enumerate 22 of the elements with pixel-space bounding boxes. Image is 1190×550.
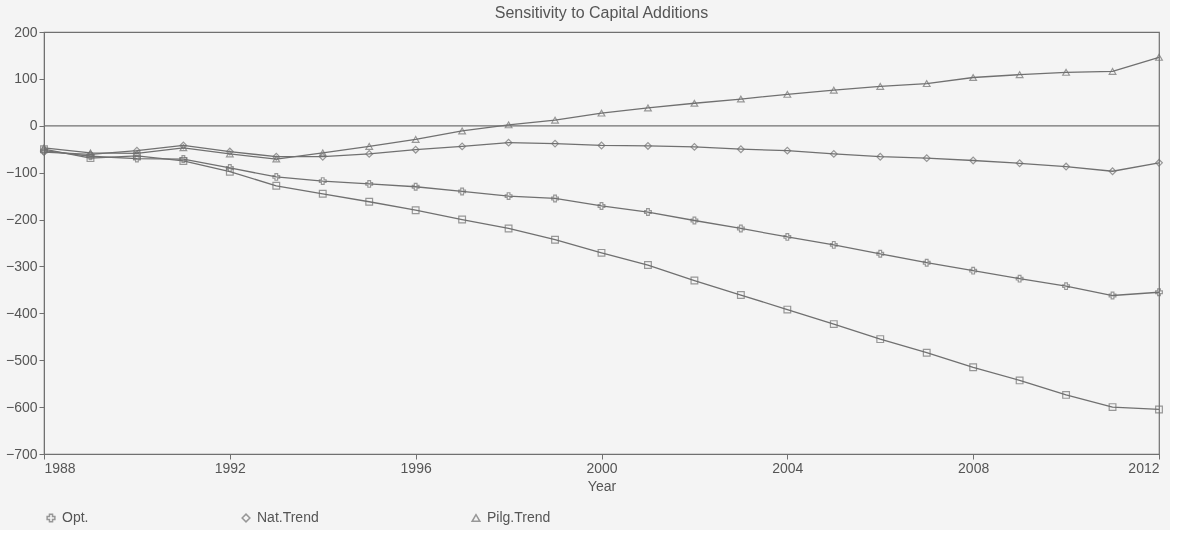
y-tick-label: 100 [14, 70, 38, 87]
legend-label: Pilg.Trend [487, 509, 551, 525]
y-tick-label: −100 [5, 164, 38, 181]
y-tick-label: −400 [5, 304, 38, 321]
y-tick-label: −200 [5, 211, 38, 228]
chart-title: Sensitivity to Capital Additions [494, 4, 709, 21]
y-tick-label: −500 [5, 351, 38, 368]
y-tick-label: −700 [5, 445, 38, 462]
x-tick-label: 1996 [400, 459, 432, 476]
x-tick-label: 2008 [958, 459, 990, 476]
legend-label: Nat.Trend [257, 509, 319, 525]
x-tick-label: 2000 [586, 459, 618, 476]
x-tick-label: 1988 [44, 459, 76, 476]
x-axis-title: Year [587, 477, 617, 494]
x-tick-label: 2004 [772, 459, 804, 476]
y-tick-label: 0 [29, 117, 38, 134]
y-tick-label: 200 [14, 23, 38, 40]
legend-label: Opt. [62, 509, 89, 525]
y-tick-label: −600 [5, 398, 38, 415]
y-tick-label: −300 [5, 257, 38, 274]
x-tick-label: 1992 [214, 459, 247, 476]
x-tick-label: 2012 [1128, 459, 1160, 476]
